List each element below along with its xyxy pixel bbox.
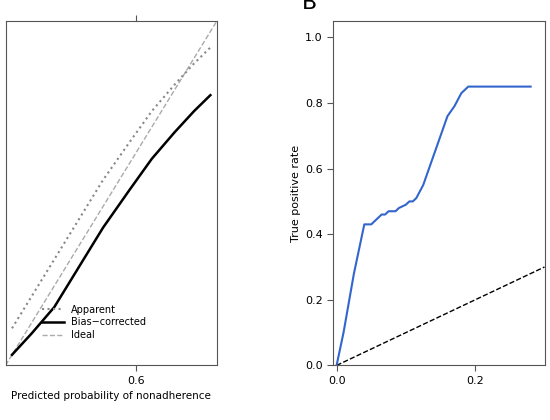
Text: B: B [301, 0, 317, 13]
Y-axis label: True positive rate: True positive rate [291, 144, 301, 242]
Legend: Apparent, Bias−corrected, Ideal: Apparent, Bias−corrected, Ideal [39, 302, 149, 343]
X-axis label: Predicted probability of nonadherence: Predicted probability of nonadherence [11, 391, 211, 402]
